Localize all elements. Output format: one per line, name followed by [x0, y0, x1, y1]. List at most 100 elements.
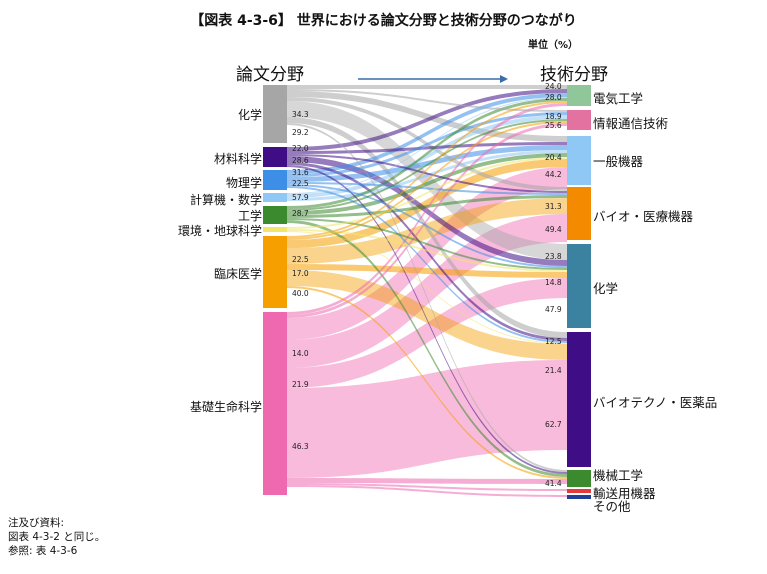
value-label: 14.0 — [292, 349, 309, 358]
right-label-bio-medical-devices: バイオ・医療機器 — [593, 209, 694, 224]
right-label-chemistry: 化学 — [593, 281, 619, 296]
left-label-basic-life-science: 基礎生命科学 — [189, 400, 262, 414]
flow-link — [287, 154, 567, 193]
value-label: 28.6 — [292, 156, 309, 165]
flow-link — [287, 264, 567, 278]
flow-link — [287, 195, 567, 218]
flow-link — [287, 483, 567, 491]
value-label: 28.7 — [292, 209, 309, 218]
flow-link — [287, 184, 567, 268]
left-label-chemistry: 化学 — [237, 108, 262, 122]
value-label: 23.8 — [545, 252, 562, 261]
flow-link — [287, 231, 567, 344]
notes: 注及び資料: 図表 4-3-2 と同じ。 参照: 表 4-3-6 — [8, 517, 106, 557]
value-label: 21.4 — [545, 366, 562, 375]
flow-link — [287, 165, 567, 474]
right-label-general-machinery: 一般機器 — [593, 154, 644, 169]
flow-link — [287, 115, 567, 198]
right-node-bar — [567, 495, 591, 499]
right-node-bar — [567, 244, 591, 328]
flow-link — [287, 123, 567, 472]
value-label: 40.0 — [292, 289, 309, 298]
value-label: 25.6 — [545, 121, 562, 130]
flow-link — [287, 93, 567, 174]
left-header: 論文分野 — [236, 65, 304, 85]
right-label-ict: 情報通信技術 — [593, 116, 669, 131]
value-label: 47.9 — [545, 305, 562, 314]
flow-link — [287, 286, 567, 479]
value-label: 22.5 — [292, 255, 309, 264]
left-node-bar — [263, 193, 287, 202]
unit-label: 単位（%） — [528, 40, 579, 51]
right-header: 技術分野 — [540, 65, 608, 85]
left-node-bar — [263, 170, 287, 190]
flow-link — [287, 117, 567, 338]
flow-link — [287, 123, 567, 318]
flow-link — [287, 229, 567, 272]
value-label: 62.7 — [545, 420, 562, 429]
right-label-mechanical: 機械工学 — [593, 468, 644, 483]
value-label: 46.3 — [292, 442, 309, 451]
right-node-bar — [567, 136, 591, 185]
left-node-bar — [263, 206, 287, 224]
flow-link — [287, 156, 567, 266]
right-node-bar — [567, 110, 591, 130]
value-label: 12.5 — [545, 337, 562, 346]
flow-link — [287, 157, 567, 229]
right-node-bar — [567, 332, 591, 467]
left-node-bar — [263, 312, 287, 495]
flow-link — [287, 145, 567, 182]
flow-link — [287, 485, 567, 497]
flow-link — [287, 89, 567, 151]
value-label: 34.3 — [292, 110, 309, 119]
flow-link — [287, 97, 567, 194]
value-label: 31.3 — [545, 202, 562, 211]
value-label: 20.4 — [545, 153, 562, 162]
page-title: 【図表 4-3-6】 世界における論文分野と技術分野のつながり — [190, 13, 577, 29]
value-label: 18.9 — [545, 112, 562, 121]
flow-link — [287, 119, 567, 211]
right-node-bar — [567, 489, 591, 493]
flow-link — [287, 478, 567, 484]
flow-link — [287, 101, 567, 238]
flow-link — [287, 278, 567, 388]
left-label-engineering: 工学 — [237, 209, 262, 223]
right-label-electrical: 電気工学 — [593, 91, 644, 106]
flow-link — [287, 112, 567, 177]
flow-link — [287, 220, 567, 477]
value-label: 14.8 — [545, 278, 562, 287]
value-label: 28.0 — [545, 93, 562, 102]
flow-link — [287, 186, 567, 343]
value-label: 41.4 — [545, 479, 562, 488]
flow-link — [287, 121, 567, 240]
right-label-other: その他 — [593, 499, 631, 514]
value-label: 24.0 — [545, 82, 562, 91]
left-label-materials: 材料科学 — [213, 152, 262, 166]
flow-link — [287, 91, 567, 142]
value-label: 21.9 — [292, 380, 309, 389]
right-node-bar — [567, 470, 591, 487]
flow-link — [287, 103, 567, 315]
flow-link — [287, 150, 567, 201]
header-arrowhead — [500, 75, 508, 83]
left-label-physics: 物理学 — [225, 176, 262, 190]
left-label-clinical-medicine: 臨床医学 — [213, 267, 262, 281]
flow-link — [287, 159, 567, 248]
left-node-bar — [263, 85, 287, 143]
flow-link — [287, 167, 567, 340]
value-label: 22.5 — [292, 179, 309, 188]
value-label: 29.2 — [292, 128, 309, 137]
left-node-bar — [263, 227, 287, 232]
value-label: 57.9 — [292, 193, 309, 202]
value-label: 17.0 — [292, 269, 309, 278]
flow-link — [287, 98, 567, 209]
right-node-bar — [567, 85, 591, 106]
right-label-transport: 輸送用機器 — [593, 486, 656, 501]
value-label: 49.4 — [545, 225, 562, 234]
value-label: 44.2 — [545, 170, 562, 179]
flow-link — [287, 85, 567, 89]
value-label: 22.0 — [292, 144, 309, 153]
value-label: 31.6 — [292, 168, 309, 177]
left-label-environment: 環境・地球科学 — [177, 224, 262, 238]
